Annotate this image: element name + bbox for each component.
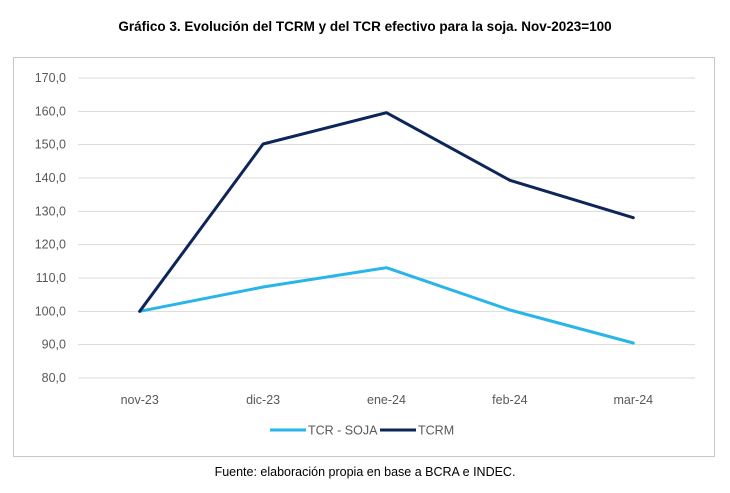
grid [78, 77, 695, 379]
legend-label: TCRM [418, 424, 454, 438]
y-tick-label: 130,0 [35, 204, 66, 218]
legend-label: TCR - SOJA [308, 424, 378, 438]
source-note: Fuente: elaboración propia en base a BCR… [214, 465, 516, 479]
y-tick-label: 150,0 [35, 138, 66, 152]
x-axis-ticks: nov-23 dic-23 ene-24 feb-24 mar-24 [121, 393, 654, 407]
legend: TCR - SOJA TCRM [270, 424, 454, 438]
x-tick-label: dic-23 [246, 393, 280, 407]
series-line-tcrm [138, 111, 635, 313]
y-tick-label: 90,0 [42, 338, 66, 352]
chart-title: Gráfico 3. Evolución del TCRM y del TCR … [118, 19, 612, 34]
y-tick-label: 120,0 [35, 238, 66, 252]
chart-frame [13, 57, 715, 457]
series [138, 111, 635, 345]
x-tick-label: nov-23 [121, 393, 159, 407]
x-tick-label: mar-24 [614, 393, 654, 407]
y-tick-label: 110,0 [36, 271, 66, 285]
series-line-tcr-soja [138, 266, 635, 345]
x-tick-label: feb-24 [492, 393, 527, 407]
y-tick-label: 100,0 [35, 304, 66, 318]
y-axis-ticks: 80,0 90,0 100,0 110,0 120,0 130,0 140,0 150,0 16… [35, 71, 66, 385]
y-tick-label: 80,0 [42, 371, 66, 385]
y-tick-label: 140,0 [35, 171, 66, 185]
y-tick-label: 160,0 [35, 104, 66, 118]
x-tick-label: ene-24 [367, 393, 406, 407]
y-tick-label: 170,0 [35, 71, 66, 85]
